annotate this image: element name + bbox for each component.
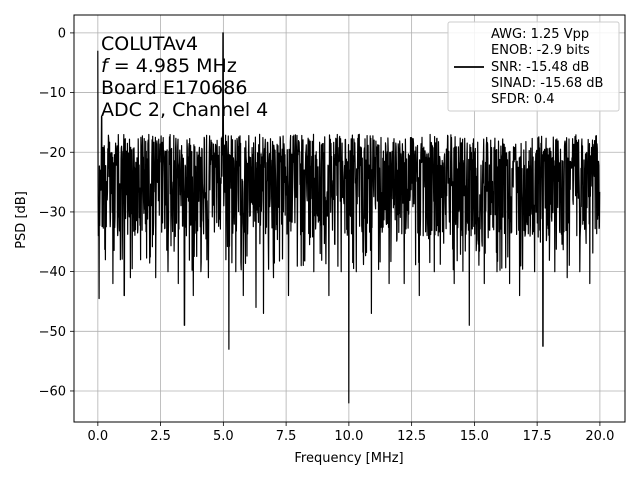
y-axis-ticks: 0 −10 −20 −30 −40 −50 −60 xyxy=(39,26,74,399)
plot-frame xyxy=(73,14,626,423)
annotation-line-4: ADC 2, Channel 4 xyxy=(101,99,268,121)
legend-line-4: SINAD: -15.68 dB xyxy=(491,76,603,91)
y-tick-label: −10 xyxy=(39,86,66,101)
y-tick-label: −20 xyxy=(39,146,66,161)
y-axis-label: PSD [dB] xyxy=(14,191,29,249)
legend-line-1: AWG: 1.25 Vpp xyxy=(491,27,589,42)
chart-annotation: COLUTAv4 f = 4.985 MHz Board E170686 ADC… xyxy=(101,33,268,121)
x-axis-ticks: 0.0 2.5 5.0 7.5 10.0 12.5 15.0 17.5 20.0 xyxy=(88,422,614,444)
x-tick-label: 10.0 xyxy=(334,429,363,444)
x-tick-label: 0.0 xyxy=(88,429,109,444)
legend-line-2: ENOB: -2.9 bits xyxy=(491,43,590,58)
x-tick-label: 12.5 xyxy=(397,429,426,444)
y-tick-label: −50 xyxy=(39,325,66,340)
annotation-line-2: f = 4.985 MHz xyxy=(101,55,237,77)
y-tick-label: −60 xyxy=(39,384,66,399)
x-tick-label: 17.5 xyxy=(523,429,552,444)
plot-area xyxy=(97,32,601,404)
y-tick-label: −40 xyxy=(39,265,66,280)
psd-series-line xyxy=(97,32,601,404)
x-tick-label: 20.0 xyxy=(585,429,614,444)
x-tick-label: 7.5 xyxy=(276,429,297,444)
legend-line-5: SFDR: 0.4 xyxy=(491,92,555,107)
legend-line-3: SNR: -15.48 dB xyxy=(491,60,589,75)
x-tick-label: 2.5 xyxy=(150,429,171,444)
x-tick-label: 15.0 xyxy=(460,429,489,444)
legend-box xyxy=(447,21,620,112)
annotation-line-1: COLUTAv4 xyxy=(101,33,198,55)
x-tick-label: 5.0 xyxy=(213,429,234,444)
x-axis-label: Frequency [MHz] xyxy=(294,451,403,466)
y-tick-label: 0 xyxy=(58,26,66,41)
y-tick-label: −30 xyxy=(39,205,66,220)
legend: AWG: 1.25 Vpp ENOB: -2.9 bits SNR: -15.4… xyxy=(447,21,620,112)
annotation-line-3: Board E170686 xyxy=(101,77,247,99)
